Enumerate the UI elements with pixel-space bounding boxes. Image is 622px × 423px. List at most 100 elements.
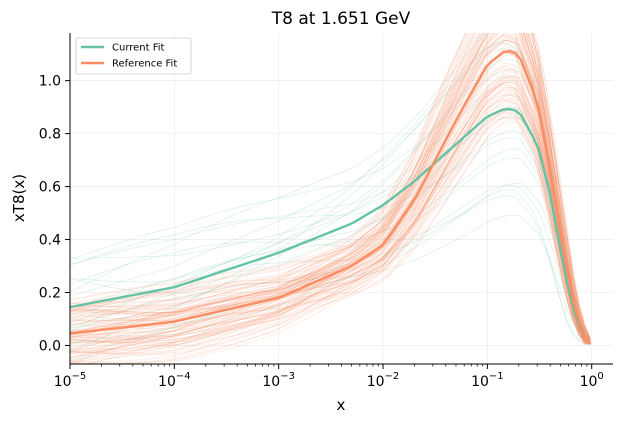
replica-curve-reference-fit (70, 111, 591, 345)
y-tick-label: 0.0 (39, 338, 61, 354)
replica-curve-reference-fit (70, 117, 591, 349)
replica-curve-reference-fit (70, 80, 591, 345)
replica-curve-reference-fit (70, 81, 591, 361)
replica-curve-reference-fit (70, 33, 591, 342)
replica-curve-reference-fit (70, 33, 591, 345)
replica-curve-reference-fit (70, 117, 591, 345)
replica-curve-reference-fit (83, 79, 591, 364)
y-tick-label: 0.4 (39, 233, 61, 249)
replica-curve-current-fit (70, 115, 591, 339)
replica-curve-reference-fit (70, 33, 591, 345)
replica-curve-reference-fit (70, 74, 591, 364)
replica-curve-reference-fit (70, 34, 591, 353)
replica-curve-reference-fit (70, 41, 591, 340)
replica-curve-reference-fit (70, 71, 591, 355)
replica-curve-reference-fit (70, 84, 591, 345)
x-tick-label: 10−1 (471, 371, 504, 390)
x-axis-label: x (337, 396, 346, 414)
replica-curve-reference-fit (70, 33, 591, 351)
replica-curve-reference-fit (70, 116, 591, 352)
replica-curve-reference-fit (70, 65, 591, 345)
replica-curve-current-fit (70, 214, 591, 343)
x-tick-label: 10−3 (262, 371, 295, 390)
y-tick-label: 1.0 (39, 74, 61, 90)
x-tick-label: 10−2 (367, 371, 400, 390)
replica-curve-reference-fit (70, 33, 591, 345)
replica-curve-reference-fit (70, 35, 591, 345)
replica-curve-reference-fit (70, 33, 591, 350)
legend-label-current-fit: Current Fit (112, 43, 165, 54)
replica-curve-reference-fit (70, 33, 591, 344)
replica-curve-reference-fit (70, 39, 591, 345)
replica-curve-reference-fit (70, 68, 591, 345)
replica-curve-reference-fit (70, 34, 591, 341)
replica-curve-reference-fit (70, 81, 591, 344)
replica-curve-reference-fit (70, 98, 591, 345)
replica-curve-reference-fit (70, 36, 591, 345)
replica-curve-reference-fit (70, 33, 591, 362)
replica-curve-reference-fit (70, 36, 591, 340)
replica-curve-reference-fit (70, 77, 591, 363)
series-lines (70, 50, 592, 345)
replica-curve-reference-fit (70, 54, 591, 343)
replica-curve-reference-fit (70, 75, 591, 354)
replica-curve-reference-fit (70, 33, 591, 345)
replica-curve-reference-fit (70, 33, 591, 345)
replica-curve-reference-fit (86, 108, 591, 364)
replica-curve-reference-fit (70, 33, 591, 364)
replica-curve-reference-fit (70, 33, 591, 345)
replica-curve-reference-fit (70, 33, 591, 344)
replica-curve-reference-fit (70, 40, 591, 345)
replica-curve-current-fit (70, 33, 591, 342)
replica-curve-current-fit (70, 184, 591, 345)
replica-curve-reference-fit (70, 94, 591, 342)
replica-curve-reference-fit (70, 88, 591, 345)
replica-curve-reference-fit (70, 33, 591, 356)
replica-curve-current-fit (70, 195, 591, 345)
replica-curve-current-fit (70, 183, 591, 362)
replica-curve-reference-fit (70, 100, 591, 345)
replica-curve-reference-fit (70, 99, 591, 345)
replica-curve-reference-fit (70, 87, 591, 345)
replica-curve-reference-fit (70, 33, 591, 344)
replica-curve-reference-fit (70, 114, 591, 353)
replica-curve-reference-fit (70, 33, 591, 358)
replica-curve-reference-fit (70, 68, 591, 356)
y-tick-label: 0.6 (39, 180, 61, 196)
replica-curve-reference-fit (70, 33, 591, 341)
replica-curve-reference-fit (70, 33, 591, 343)
grid (69, 33, 613, 364)
replica-curve-current-fit (70, 42, 591, 345)
replica-curve-reference-fit (70, 33, 591, 345)
replica-curve-current-fit (70, 148, 591, 341)
series-line-current-fit (70, 108, 592, 345)
y-axis-label: xT8(x) (10, 174, 28, 222)
replica-curve-reference-fit (70, 33, 591, 341)
legend: Current Fit Reference Fit (75, 37, 192, 75)
x-tick-label: 10−5 (54, 371, 87, 390)
replica-curve-reference-fit (70, 33, 591, 359)
replica-curve-current-fit (70, 47, 591, 345)
replica-curve-reference-fit (70, 33, 591, 359)
replica-curve-reference-fit (70, 33, 591, 345)
replica-curve-reference-fit (105, 90, 591, 364)
replica-curve-reference-fit (70, 42, 591, 345)
replica-curve-reference-fit (70, 33, 591, 345)
replica-curve-current-fit (70, 58, 591, 344)
x-tick-label: 10−4 (158, 371, 191, 390)
replica-curve-current-fit (70, 157, 591, 343)
replica-curve-reference-fit (70, 76, 591, 345)
replica-curve-reference-fit (70, 81, 591, 345)
replica-curve-reference-fit (70, 33, 591, 343)
replica-curve-reference-fit (70, 33, 591, 345)
replica-curve-reference-fit (70, 33, 591, 345)
replica-curve-reference-fit (71, 76, 591, 364)
replica-curve-reference-fit (70, 120, 591, 360)
replica-curve-current-fit (70, 39, 591, 345)
replica-curve-reference-fit (70, 112, 591, 345)
y-tick-label: 0.8 (39, 127, 61, 143)
replica-curve-reference-fit (70, 33, 591, 339)
replica-curve-reference-fit (70, 33, 591, 345)
replica-curve-reference-fit (70, 51, 591, 341)
